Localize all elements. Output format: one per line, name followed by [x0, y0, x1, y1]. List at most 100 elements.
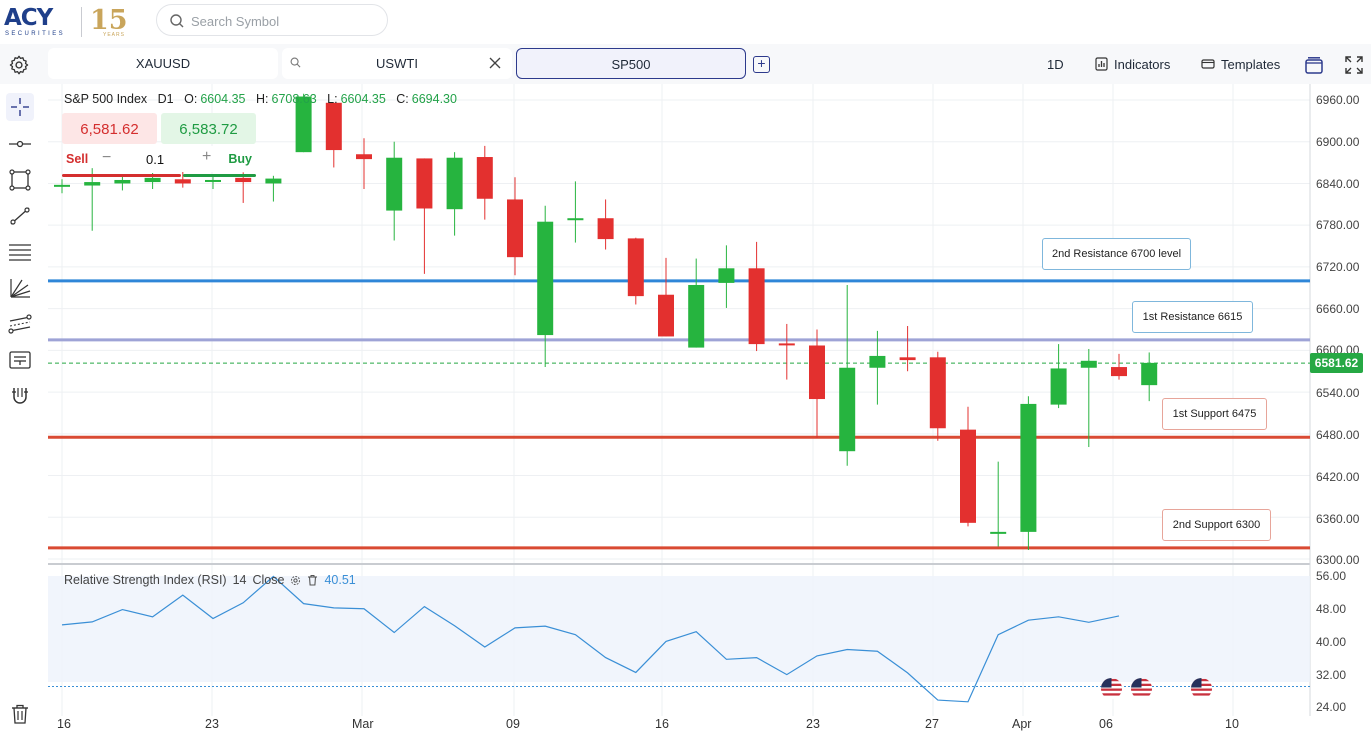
- gear-icon[interactable]: [290, 575, 301, 586]
- candle-body: [899, 357, 916, 361]
- search-box[interactable]: [156, 4, 388, 36]
- horizontal-line-tool[interactable]: [6, 130, 34, 158]
- magnet-tool[interactable]: [6, 382, 34, 410]
- candle-body: [174, 179, 191, 184]
- symbol-name: S&P 500 Index: [64, 92, 148, 106]
- candle-body: [839, 367, 856, 452]
- templates-button[interactable]: Templates: [1201, 54, 1280, 74]
- search-icon: [290, 57, 301, 68]
- text-note-icon: [9, 351, 31, 369]
- level-label-support-2[interactable]: 2nd Support 6300: [1162, 509, 1271, 541]
- parallel-channel-icon: [9, 244, 31, 261]
- rsi-tick: 56.00: [1316, 569, 1347, 583]
- search-input[interactable]: [191, 11, 371, 31]
- fullscreen-icon[interactable]: [1344, 55, 1364, 75]
- add-tab-button[interactable]: +: [753, 56, 770, 73]
- high-value: 6708.63: [271, 92, 317, 106]
- price-tick: 6660.00: [1316, 302, 1360, 316]
- tab-label: SP500: [611, 57, 651, 72]
- candle-body: [416, 158, 433, 209]
- buy-price-button[interactable]: 6,583.72: [161, 113, 256, 144]
- candle-body: [960, 429, 976, 523]
- date-tick: 09: [506, 717, 520, 731]
- search-icon: [170, 14, 184, 28]
- chart-area[interactable]: [48, 84, 1371, 740]
- rsi-tick: 40.00: [1316, 635, 1347, 649]
- drawing-toolbar: [0, 84, 40, 740]
- logo-text: ACY: [4, 5, 53, 31]
- date-tick: 16: [655, 717, 669, 731]
- level-label-resistance-1[interactable]: 1st Resistance 6615: [1132, 301, 1253, 333]
- crosshair-tool[interactable]: [6, 93, 34, 121]
- tab-sp500[interactable]: SP500: [516, 48, 746, 79]
- level-label-support-1[interactable]: 1st Support 6475: [1162, 398, 1267, 430]
- candle-body: [567, 218, 584, 221]
- sell-price: 6,581.62: [80, 121, 139, 138]
- candle-body: [748, 268, 765, 345]
- level-label-resistance-2[interactable]: 2nd Resistance 6700 level: [1042, 238, 1191, 270]
- candle-body: [1141, 362, 1158, 386]
- decrease-quantity-button[interactable]: −: [102, 149, 112, 166]
- candle-body: [325, 102, 342, 151]
- buy-ratio-bar: [183, 174, 256, 177]
- date-tick: 23: [205, 717, 219, 731]
- delete-drawings-button[interactable]: [6, 700, 34, 728]
- indicators-button[interactable]: Indicators: [1095, 54, 1170, 74]
- date-tick: 27: [925, 717, 939, 731]
- tab-label: XAUUSD: [135, 56, 191, 71]
- quantity-field[interactable]: 0.1: [146, 152, 165, 167]
- us-flag-icon[interactable]: [1190, 677, 1213, 700]
- candlestick-chart[interactable]: [48, 84, 1371, 740]
- candle-body: [356, 154, 372, 160]
- logo[interactable]: ACY SECURITIES 15 YEARS: [4, 5, 128, 39]
- parallel-lines-tool[interactable]: [6, 238, 34, 266]
- tab-bar: XAUUSD USWTI SP500 + 1D Indicators Templ…: [0, 44, 1371, 84]
- fib-fan-tool[interactable]: [6, 274, 34, 302]
- rsi-tick: 32.00: [1316, 668, 1347, 682]
- candle-body: [144, 177, 161, 183]
- candle-body: [929, 357, 946, 429]
- price-tick: 6720.00: [1316, 260, 1360, 274]
- candle-body: [265, 178, 282, 184]
- tab-xauusd[interactable]: XAUUSD: [48, 48, 278, 79]
- date-tick: Mar: [352, 717, 374, 731]
- low-label: L:: [327, 92, 338, 106]
- trash-icon[interactable]: [307, 574, 318, 586]
- close-icon[interactable]: [488, 56, 502, 70]
- buy-button[interactable]: Buy: [228, 152, 252, 166]
- date-tick: 23: [806, 717, 820, 731]
- date-tick: Apr: [1012, 717, 1032, 731]
- timeframe-button[interactable]: 1D: [1047, 54, 1064, 74]
- regression-tool[interactable]: [6, 310, 34, 338]
- us-flag-icon[interactable]: [1100, 677, 1123, 700]
- anniversary-badge: 15: [90, 5, 128, 36]
- increase-quantity-button[interactable]: +: [202, 148, 212, 165]
- date-tick: 10: [1225, 717, 1239, 731]
- trash-icon: [12, 704, 28, 724]
- candle-body: [114, 179, 131, 184]
- candle-body: [990, 531, 1007, 534]
- date-tick: 16: [57, 717, 71, 731]
- sell-price-button[interactable]: 6,581.62: [62, 113, 157, 144]
- trend-line-tool[interactable]: [6, 202, 34, 230]
- fib-fan-icon: [10, 279, 31, 298]
- rsi-source: Close: [252, 573, 285, 587]
- candle-body: [476, 157, 493, 199]
- candle-body: [1111, 367, 1127, 377]
- tab-uswti[interactable]: USWTI: [282, 48, 512, 79]
- trend-line-icon: [10, 207, 30, 225]
- indicators-label: Indicators: [1114, 56, 1171, 72]
- candle-body: [688, 284, 705, 348]
- sell-button[interactable]: Sell: [66, 152, 89, 166]
- us-flag-icon[interactable]: [1130, 677, 1153, 700]
- text-tool[interactable]: [6, 346, 34, 374]
- timeframe-label: 1D: [1047, 56, 1064, 72]
- layers-icon[interactable]: [1304, 55, 1324, 75]
- tab-label: USWTI: [376, 56, 418, 71]
- candle-body: [537, 221, 554, 336]
- interval-label: D1: [157, 92, 174, 106]
- rectangle-tool[interactable]: [6, 166, 34, 194]
- quantity-stepper: [96, 146, 222, 172]
- gear-icon[interactable]: [8, 54, 30, 76]
- candle-body: [386, 157, 403, 211]
